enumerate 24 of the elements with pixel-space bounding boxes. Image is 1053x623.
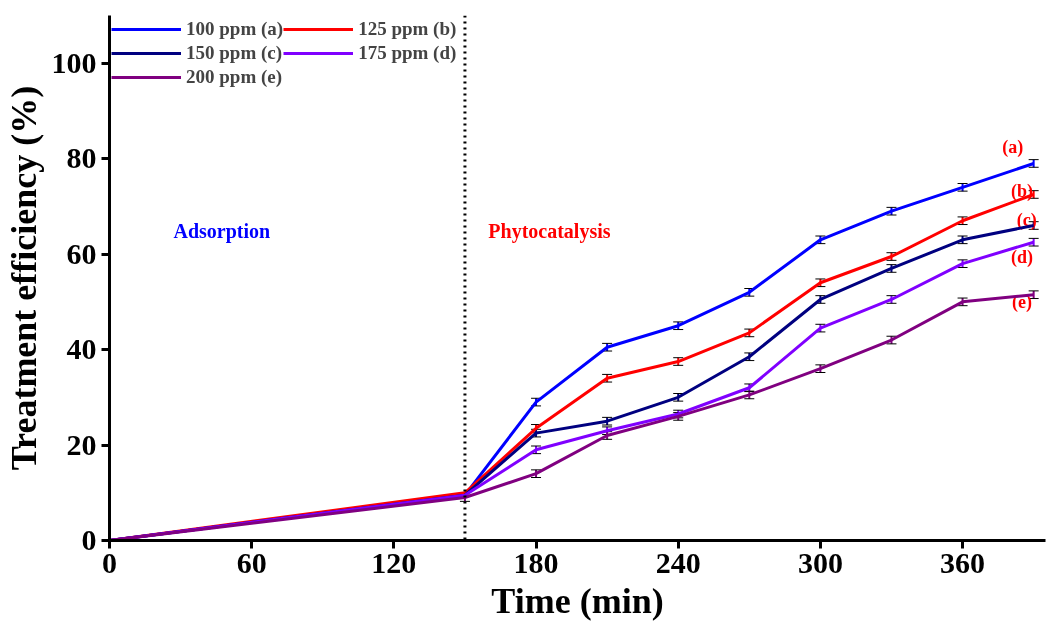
x-tick-label: 60 xyxy=(236,545,267,579)
x-tick-label: 360 xyxy=(940,545,986,579)
legend-label: 175 ppm (d) xyxy=(358,41,457,65)
y-tick-label: 20 xyxy=(66,427,97,461)
legend-label: 125 ppm (b) xyxy=(358,17,457,41)
y-tick-label: 40 xyxy=(66,332,97,366)
y-axis-title: Treatment efficiency (%) xyxy=(3,85,44,471)
y-tick-label: 80 xyxy=(66,141,97,175)
annotation: (d) xyxy=(1011,247,1034,268)
legend-label: 200 ppm (e) xyxy=(186,65,283,89)
annotation: Phytocatalysis xyxy=(488,219,611,243)
legend-label: 100 ppm (a) xyxy=(186,17,284,41)
x-tick-label: 240 xyxy=(655,545,701,579)
x-tick-label: 300 xyxy=(797,545,843,579)
annotation: (a) xyxy=(1002,136,1024,158)
y-tick-label: 0 xyxy=(81,523,97,556)
y-tick-label: 60 xyxy=(66,236,97,270)
x-axis-title: Time (min) xyxy=(491,580,664,621)
x-tick-label: 120 xyxy=(371,545,417,579)
annotation: (b) xyxy=(1011,181,1034,203)
legend-label: 150 ppm (c) xyxy=(186,41,283,65)
x-tick-label: 180 xyxy=(513,545,559,579)
annotation: Adsorption xyxy=(173,219,271,243)
y-tick-label: 100 xyxy=(51,45,97,79)
